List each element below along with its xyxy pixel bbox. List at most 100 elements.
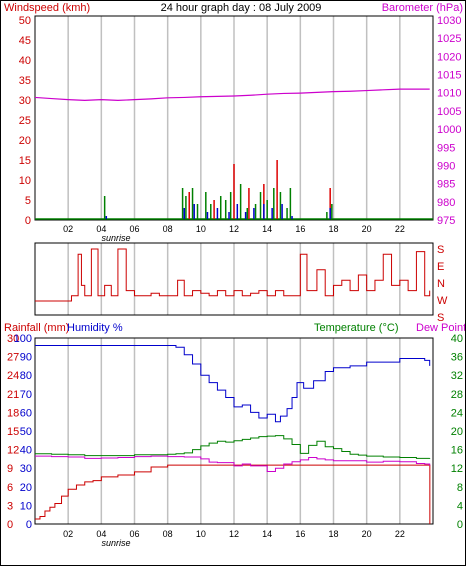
direction-label: S bbox=[437, 244, 444, 256]
humidity-tick-label: 50 bbox=[20, 426, 32, 438]
humidity-y-ticks: 0 10 20 30 40 50 60 70 80 90 100 bbox=[14, 333, 32, 531]
y-tick-label: 40 bbox=[19, 55, 31, 67]
y-tick-label: 975 bbox=[437, 215, 455, 227]
y-tick-label: 995 bbox=[437, 142, 455, 154]
temperature-tick-label: 28 bbox=[451, 389, 463, 401]
temperature-tick-label: 4 bbox=[457, 500, 463, 512]
direction-panel bbox=[34, 242, 434, 316]
y-tick-label: 1025 bbox=[437, 33, 461, 45]
dewpoint-line bbox=[35, 455, 431, 472]
humidity-tick-label: 30 bbox=[20, 463, 32, 475]
x-tick-label: 06 bbox=[129, 529, 139, 539]
wind-x-ticks: 02 04 06 08 10 12 14 16 18 20 22 bbox=[63, 224, 405, 234]
y-tick-label: 30 bbox=[19, 95, 31, 107]
y-tick-label: 45 bbox=[19, 35, 31, 47]
temperature-tick-label: 0 bbox=[457, 519, 463, 531]
x-tick-label: 14 bbox=[262, 224, 272, 234]
x-tick-label: 04 bbox=[96, 224, 106, 234]
y-tick-label: 15 bbox=[19, 155, 31, 167]
x-tick-label: 22 bbox=[395, 224, 405, 234]
temperature-tick-label: 32 bbox=[451, 370, 463, 382]
x-tick-label: 16 bbox=[295, 224, 305, 234]
humidity-tick-label: 40 bbox=[20, 445, 32, 457]
direction-label: N bbox=[437, 278, 445, 290]
y-tick-label: 990 bbox=[437, 160, 455, 172]
x-tick-label: 04 bbox=[96, 529, 106, 539]
rain-tick-label: 12 bbox=[7, 445, 19, 457]
x-tick-label: 10 bbox=[196, 224, 206, 234]
y-tick-label: 1010 bbox=[437, 88, 461, 100]
temperature-y-ticks: 0 4 8 12 16 20 24 28 32 36 40 bbox=[451, 333, 463, 531]
dewpoint-axis-label: Dew Point bbox=[416, 322, 465, 334]
wind-series bbox=[34, 88, 433, 220]
humidity-tick-label: 90 bbox=[20, 352, 32, 364]
x-tick-label: 18 bbox=[328, 529, 338, 539]
direction-label: E bbox=[437, 261, 444, 273]
humidity-tick-label: 80 bbox=[20, 370, 32, 382]
humidity-tick-label: 100 bbox=[14, 333, 32, 345]
chart-title: 24 hour graph day : 08 July 2009 bbox=[161, 2, 322, 14]
x-tick-label: 16 bbox=[295, 529, 305, 539]
temperature-tick-label: 20 bbox=[451, 426, 463, 438]
rainfall-axis-label: Rainfall (mm) bbox=[4, 322, 69, 334]
temperature-tick-label: 16 bbox=[451, 445, 463, 457]
y-tick-label: 35 bbox=[19, 75, 31, 87]
x-tick-label: 12 bbox=[229, 529, 239, 539]
humidity-line bbox=[35, 344, 431, 423]
y-tick-label: 985 bbox=[437, 179, 455, 191]
temperature-tick-label: 40 bbox=[451, 333, 463, 345]
direction-series bbox=[35, 248, 431, 302]
rain-y-ticks: 0 3 6 9 12 15 18 21 24 27 30 bbox=[7, 333, 19, 531]
y-tick-label: 1005 bbox=[437, 106, 461, 118]
x-tick-label: 02 bbox=[63, 224, 73, 234]
temperature-line bbox=[35, 435, 431, 459]
x-tick-label: 14 bbox=[262, 529, 272, 539]
humidity-tick-label: 60 bbox=[20, 407, 32, 419]
y-tick-label: 50 bbox=[19, 15, 31, 27]
barometer-y-ticks: 975 980 985 990 995 1000 1005 1010 1015 1020 1025 1… bbox=[437, 15, 461, 227]
x-tick-label: 08 bbox=[163, 224, 173, 234]
x-tick-label: 10 bbox=[196, 529, 206, 539]
rain-tick-label: 18 bbox=[7, 407, 19, 419]
y-tick-label: 5 bbox=[25, 195, 31, 207]
x-tick-label: 06 bbox=[129, 224, 139, 234]
rain-tick-label: 15 bbox=[7, 426, 19, 438]
y-tick-label: 1020 bbox=[437, 51, 461, 63]
y-tick-label: 25 bbox=[19, 115, 31, 127]
windspeed-axis-label: Windspeed (kmh) bbox=[4, 2, 90, 14]
x-tick-label: 02 bbox=[63, 529, 73, 539]
humidity-tick-label: 10 bbox=[20, 500, 32, 512]
y-tick-label: 1015 bbox=[437, 70, 461, 82]
y-tick-label: 1000 bbox=[437, 124, 461, 136]
climate-x-ticks: 02 04 06 08 10 12 14 16 18 20 22 bbox=[63, 529, 405, 539]
wind-panel bbox=[34, 15, 434, 221]
direction-panel-grid bbox=[67, 243, 401, 315]
humidity-tick-label: 0 bbox=[26, 519, 32, 531]
x-tick-label: 22 bbox=[395, 529, 405, 539]
x-tick-label: 20 bbox=[362, 224, 372, 234]
rain-tick-label: 9 bbox=[7, 463, 13, 475]
temperature-axis-label: Temperature (°C) bbox=[314, 322, 398, 334]
x-tick-label: 20 bbox=[362, 529, 372, 539]
x-tick-label: 12 bbox=[229, 224, 239, 234]
x-tick-label: 18 bbox=[328, 224, 338, 234]
rain-tick-label: 21 bbox=[7, 389, 19, 401]
barometer-axis-label: Barometer (hPa) bbox=[382, 2, 463, 14]
temperature-tick-label: 8 bbox=[457, 482, 463, 494]
humidity-axis-label: Humidity % bbox=[67, 322, 123, 334]
humidity-tick-label: 20 bbox=[20, 482, 32, 494]
wind-panel-grid bbox=[67, 16, 401, 220]
rain-tick-label: 0 bbox=[7, 519, 13, 531]
barometer-line bbox=[34, 88, 430, 101]
rain-tick-label: 6 bbox=[7, 482, 13, 494]
temperature-tick-label: 24 bbox=[451, 407, 463, 419]
x-tick-label: 08 bbox=[163, 529, 173, 539]
rain-tick-label: 3 bbox=[7, 500, 13, 512]
humidity-tick-label: 70 bbox=[20, 389, 32, 401]
wind-y-ticks: 0 5 10 15 20 25 30 35 40 45 50 bbox=[19, 15, 31, 227]
y-tick-label: 980 bbox=[437, 197, 455, 209]
temperature-tick-label: 12 bbox=[451, 463, 463, 475]
